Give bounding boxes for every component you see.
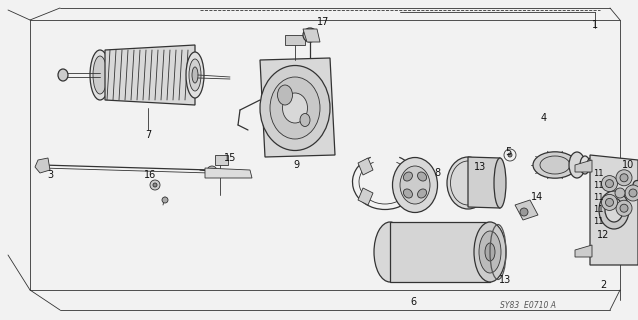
Ellipse shape (400, 166, 430, 204)
Ellipse shape (374, 222, 406, 282)
Ellipse shape (540, 156, 570, 174)
Circle shape (629, 189, 637, 197)
Text: 13: 13 (474, 162, 486, 172)
Polygon shape (205, 168, 252, 178)
Polygon shape (105, 45, 195, 105)
Circle shape (620, 204, 628, 212)
Ellipse shape (533, 152, 577, 178)
Ellipse shape (479, 231, 501, 273)
Text: 3: 3 (47, 170, 53, 180)
Ellipse shape (417, 189, 427, 198)
Polygon shape (215, 155, 228, 165)
Ellipse shape (599, 191, 629, 229)
Text: 4: 4 (541, 113, 547, 123)
Circle shape (620, 174, 628, 182)
Polygon shape (260, 58, 335, 157)
Polygon shape (303, 29, 320, 42)
Text: 1: 1 (592, 20, 598, 30)
Polygon shape (515, 200, 538, 220)
Polygon shape (358, 158, 373, 175)
Ellipse shape (605, 198, 623, 222)
Ellipse shape (283, 93, 308, 123)
Polygon shape (35, 158, 50, 173)
Text: SY83  E0710 A: SY83 E0710 A (500, 300, 556, 309)
Ellipse shape (474, 222, 506, 282)
Ellipse shape (300, 114, 310, 126)
Text: 17: 17 (317, 17, 329, 27)
Ellipse shape (93, 56, 107, 94)
Text: 12: 12 (597, 230, 609, 240)
Ellipse shape (447, 157, 489, 209)
Text: 15: 15 (224, 153, 236, 163)
Ellipse shape (633, 180, 638, 189)
Text: 11: 11 (593, 218, 604, 227)
Text: 14: 14 (531, 192, 543, 202)
Text: 13: 13 (499, 275, 511, 285)
Text: 11: 11 (593, 180, 604, 189)
Ellipse shape (587, 158, 595, 172)
Polygon shape (390, 222, 490, 282)
Ellipse shape (186, 52, 204, 98)
Polygon shape (575, 160, 592, 172)
Circle shape (616, 170, 632, 186)
Ellipse shape (303, 28, 317, 42)
Ellipse shape (260, 66, 330, 150)
Circle shape (508, 153, 512, 157)
Polygon shape (468, 157, 500, 208)
Circle shape (153, 183, 157, 187)
Ellipse shape (403, 172, 412, 181)
Text: 8: 8 (434, 168, 440, 178)
Polygon shape (590, 155, 638, 265)
Text: 5: 5 (505, 147, 511, 157)
Ellipse shape (278, 85, 292, 105)
Circle shape (602, 195, 618, 211)
Text: 9: 9 (293, 160, 299, 170)
Ellipse shape (593, 159, 638, 227)
Polygon shape (285, 35, 305, 45)
Text: 7: 7 (145, 130, 151, 140)
Circle shape (625, 185, 638, 201)
Ellipse shape (599, 167, 638, 219)
Ellipse shape (207, 166, 217, 176)
Text: 16: 16 (144, 170, 156, 180)
Ellipse shape (403, 189, 412, 198)
Circle shape (150, 180, 160, 190)
Ellipse shape (494, 158, 506, 208)
Polygon shape (575, 245, 592, 257)
Circle shape (605, 198, 614, 206)
Text: 10: 10 (622, 160, 634, 170)
Circle shape (520, 208, 528, 216)
Ellipse shape (392, 157, 438, 212)
Ellipse shape (417, 172, 427, 181)
Circle shape (605, 180, 614, 188)
Ellipse shape (580, 156, 590, 174)
Ellipse shape (485, 243, 495, 261)
Polygon shape (358, 188, 373, 205)
Circle shape (602, 176, 618, 192)
Text: 2: 2 (600, 280, 606, 290)
Ellipse shape (58, 69, 68, 81)
Text: 6: 6 (410, 297, 416, 307)
Circle shape (615, 188, 625, 198)
Circle shape (162, 197, 168, 203)
Ellipse shape (192, 67, 198, 83)
Text: 11: 11 (593, 194, 604, 203)
Ellipse shape (189, 59, 201, 91)
Ellipse shape (90, 50, 110, 100)
Text: 11: 11 (593, 169, 604, 178)
Ellipse shape (569, 152, 585, 178)
Text: 11: 11 (593, 205, 604, 214)
Ellipse shape (270, 77, 320, 139)
Circle shape (616, 200, 632, 216)
